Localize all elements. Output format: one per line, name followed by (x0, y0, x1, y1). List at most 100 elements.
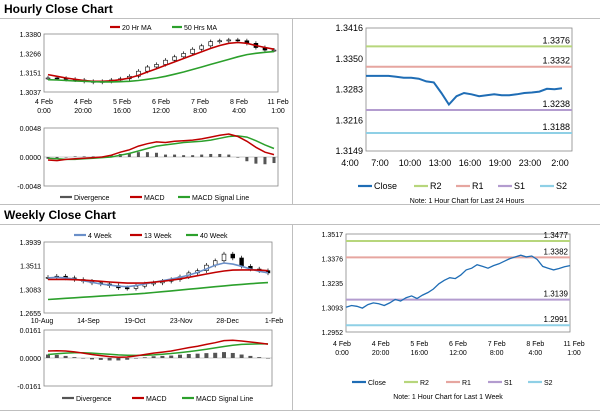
hourly-macd-divergence-bar (55, 157, 59, 159)
hourly-price-x-tick: 20:00 (74, 108, 92, 115)
hourly-macd-legend-label: MACD (144, 195, 165, 202)
weekly-macd-legend-label: MACD (146, 396, 167, 403)
hourly-price-50hr-ma-line (47, 50, 275, 83)
weekly-pivot-x-tick: 5 Feb (410, 341, 428, 348)
hourly-macd-divergence-bar (46, 157, 50, 159)
hourly-price-legend-label: 50 Hrs MA (184, 25, 217, 32)
weekly-section-title: Weekly Close Chart (4, 208, 116, 222)
hourly-pivot-x-tick: 7:00 (371, 158, 389, 168)
hourly-macd-divergence-bar (209, 153, 213, 157)
hourly-macd-divergence-bar (263, 157, 267, 165)
weekly-macd-divergence-bar (266, 358, 270, 359)
weekly-pivot-close-line (345, 254, 571, 309)
hourly-pivot-y-tick: 1.3149 (335, 146, 363, 156)
hourly-pivot-close-line (366, 74, 563, 107)
hourly-pivot-x-tick: 16:00 (459, 158, 482, 168)
weekly-pivot-x-tick: 16:00 (411, 350, 429, 357)
weekly-pivot-s1-label: 1.3139 (544, 290, 569, 299)
hourly-pivot-s1-label: 1.3238 (542, 99, 570, 109)
weekly-pivot-x-tick: 4:00 (529, 350, 543, 357)
weekly-price-x-tick: 19-Oct (124, 318, 145, 325)
hourly-macd-divergence-bar (109, 155, 113, 157)
hourly-price-x-tick: 6 Feb (152, 99, 170, 106)
weekly-price-40-week-line (47, 281, 269, 301)
hourly-price-x-tick: 4 Feb (74, 99, 92, 106)
weekly-macd-divergence-bar (204, 353, 209, 358)
hourly-price-candle-body (154, 64, 159, 68)
weekly-macd-divergence-bar (169, 355, 174, 358)
hourly-pivot-legend-label: R2 (430, 181, 442, 191)
hourly-title-divider (0, 18, 600, 19)
hourly-pivot-x-tick: 2:00 (551, 158, 569, 168)
weekly-price-x-tick: 10-Aug (31, 318, 54, 325)
weekly-macd-divergence-bar (239, 354, 244, 358)
weekly-price-legend-label: 40 Week (200, 233, 228, 240)
weekly-pivot-x-tick: 20:00 (372, 350, 390, 357)
hourly-macd-divergence-bar (154, 152, 158, 157)
hourly-price-x-tick: 4:00 (232, 108, 246, 115)
weekly-pivot-frame (345, 233, 571, 333)
hourly-price-candle-body (45, 77, 51, 80)
weekly-pivot-r2-label: 1.3477 (544, 231, 569, 240)
weekly-pivot-legend-label: Close (368, 380, 386, 387)
section-divider (0, 204, 600, 205)
hourly-pivot-x-tick: 19:00 (489, 158, 512, 168)
weekly-macd-legend-label: Divergence (76, 396, 112, 403)
hourly-macd-y-tick: 0.0000 (20, 155, 42, 162)
hourly-macd-divergence-bar (73, 156, 77, 157)
weekly-price-y-tick: 1.3083 (20, 287, 42, 294)
hourly-pivot-x-tick: 13:00 (429, 158, 452, 168)
weekly-pivot-legend-label: R2 (420, 380, 429, 387)
weekly-macd-divergence-bar (160, 355, 165, 358)
weekly-macd-divergence-bar (186, 354, 191, 358)
weekly-macd-y-tick: 0.0161 (20, 328, 42, 335)
weekly-macd-divergence-bar (178, 354, 182, 358)
weekly-price-x-tick: 14-Sep (77, 318, 100, 325)
hourly-price-x-tick: 16:00 (113, 108, 131, 115)
hourly-price-candle-body (136, 70, 141, 77)
weekly-price-frame (43, 241, 273, 314)
hourly-macd-divergence-bar (164, 154, 168, 157)
weekly-macd-line (47, 339, 269, 359)
weekly-pivot-s2-label: 1.2991 (544, 315, 569, 324)
weekly-macd-divergence-bar (248, 355, 253, 358)
weekly-macd-divergence-bar (90, 358, 94, 360)
weekly-price-candle-body (230, 253, 236, 259)
hourly-pivot-legend-label: S1 (514, 181, 525, 191)
weekly-pivot-legend-label: S2 (544, 380, 553, 387)
hourly-macd-divergence-bar (245, 157, 249, 162)
weekly-pivot-x-tick: 8 Feb (526, 341, 544, 348)
hourly-macd-divergence-bar (191, 155, 195, 157)
weekly-pivot-note: Note: 1 Hour Chart for Last 1 Week (393, 394, 503, 401)
weekly-macd-divergence-bar (222, 352, 226, 358)
weekly-macd-divergence-bar (116, 358, 121, 361)
weekly-macd-legend-label: MACD Signal Line (196, 396, 253, 403)
hourly-macd-y-tick: -0.0048 (17, 184, 41, 191)
hourly-price-y-tick: 1.3151 (20, 71, 42, 78)
weekly-price-candle-body (221, 253, 227, 262)
hourly-price-x-tick: 7 Feb (191, 99, 209, 106)
hourly-pivot-legend-label: S2 (556, 181, 567, 191)
hourly-pivot-x-tick: 4:00 (341, 158, 359, 168)
hourly-price-candle-body (217, 40, 223, 43)
hourly-macd-divergence-bar (272, 157, 276, 164)
weekly-price-y-tick: 1.3511 (20, 264, 41, 271)
hourly-pivot-note: Note: 1 Hour Chart for Last 24 Hours (410, 198, 525, 205)
hourly-price-candle-body (145, 66, 150, 72)
hourly-macd-legend-label: MACD Signal Line (192, 195, 249, 202)
hourly-macd-divergence-bar (236, 157, 240, 158)
hourly-price-y-tick: 1.3037 (20, 90, 42, 97)
weekly-price-x-tick: 23-Nov (170, 318, 193, 325)
hourly-price-candle-body (235, 39, 241, 42)
weekly-pivot-r1-label: 1.3382 (544, 247, 569, 256)
hourly-price-legend-label: 20 Hr MA (122, 25, 152, 32)
weekly-pivot-x-tick: 6 Feb (449, 341, 467, 348)
hourly-macd-line (47, 133, 275, 162)
hourly-macd-divergence-bar (254, 157, 258, 164)
weekly-title-divider (0, 224, 600, 225)
weekly-macd-divergence-bar (72, 357, 77, 358)
weekly-pivot-y-tick: 1.3093 (322, 306, 344, 313)
weekly-price-candle-body (239, 257, 244, 267)
hourly-price-20hr-ma-line (47, 41, 275, 83)
weekly-macd-divergence-bar (230, 352, 235, 358)
